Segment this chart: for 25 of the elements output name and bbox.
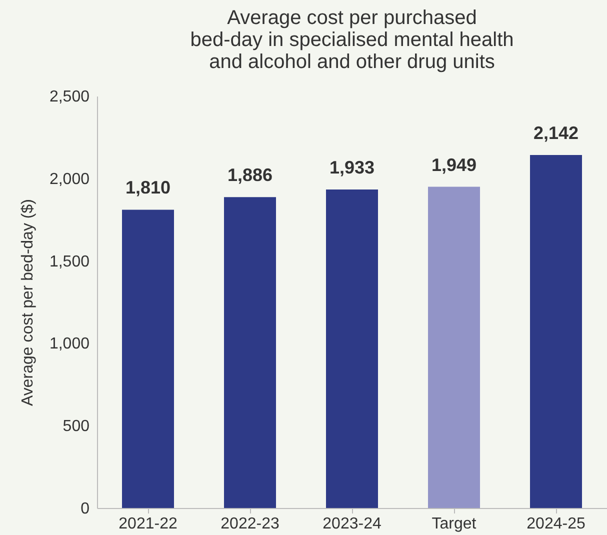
y-tick-label: 1,500 [49,253,90,270]
y-tick-label: 2,000 [49,170,90,188]
bar [224,197,276,508]
text: and alcohol and other drug units [209,51,495,73]
y-tick-label: 2,500 [49,88,90,106]
bar [122,210,174,508]
data-label: 1,810 [125,178,171,198]
bar [530,155,582,508]
x-tick-label: Target [432,516,477,532]
bar [428,186,480,508]
text: bed-day in specialised mental health [190,29,514,51]
data-label: 2,142 [533,123,579,143]
y-tick-label: 1,000 [49,336,90,353]
y-axis-title: Average cost per bed-day ($) [19,199,36,406]
x-tick-label: 2023-24 [322,516,382,532]
y-tick-label: 0 [80,500,90,518]
y-tick-label: 500 [62,418,90,436]
x-tick-label: 2021-22 [118,516,178,532]
data-label: 1,933 [329,157,375,178]
text: Average cost per purchased [227,7,477,29]
x-tick-label: 2024-25 [526,516,586,532]
bar [326,189,378,508]
data-label: 1,886 [227,165,273,186]
data-label: 1,949 [431,154,477,175]
x-tick-label: 2022-23 [220,516,280,532]
